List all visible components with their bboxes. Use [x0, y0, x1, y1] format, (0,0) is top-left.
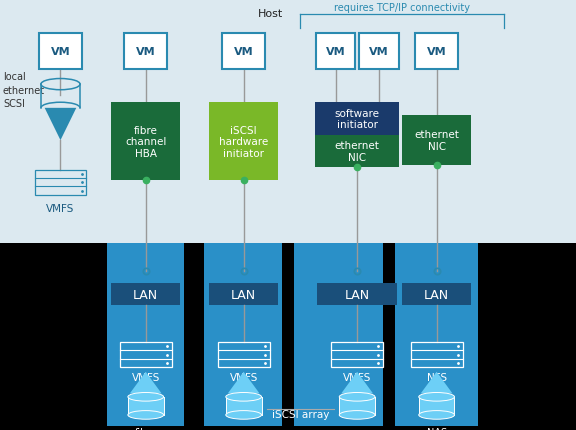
Bar [411, 342, 463, 367]
FancyBboxPatch shape [111, 103, 180, 181]
FancyBboxPatch shape [402, 283, 471, 306]
Bar [331, 342, 383, 367]
Ellipse shape [419, 393, 454, 401]
Text: VMFS: VMFS [229, 372, 258, 382]
Ellipse shape [419, 411, 454, 419]
Text: VM: VM [326, 47, 346, 57]
Ellipse shape [339, 393, 375, 401]
Text: LAN: LAN [231, 288, 256, 301]
FancyBboxPatch shape [402, 116, 471, 166]
FancyBboxPatch shape [209, 283, 278, 306]
FancyBboxPatch shape [222, 34, 265, 70]
Text: LAN: LAN [344, 288, 370, 301]
Bar [226, 397, 262, 415]
FancyBboxPatch shape [316, 103, 399, 135]
FancyBboxPatch shape [415, 34, 458, 70]
Text: VM: VM [369, 47, 389, 57]
FancyBboxPatch shape [395, 243, 478, 426]
Polygon shape [341, 372, 373, 393]
Bar [120, 342, 172, 367]
Polygon shape [228, 372, 259, 393]
Text: Host: Host [258, 9, 283, 19]
Text: fibre
channel
HBA: fibre channel HBA [125, 125, 166, 159]
Text: fibre
array: fibre array [133, 427, 158, 430]
Text: iSCSI
hardware
initiator: iSCSI hardware initiator [219, 125, 268, 159]
FancyBboxPatch shape [316, 135, 399, 168]
FancyBboxPatch shape [204, 243, 282, 426]
Text: ethernet
NIC: ethernet NIC [414, 130, 459, 152]
Bar [339, 397, 375, 415]
FancyBboxPatch shape [316, 34, 355, 70]
Text: local
ethernet
SCSI: local ethernet SCSI [3, 72, 45, 108]
Ellipse shape [226, 393, 262, 401]
Text: VM: VM [427, 47, 446, 57]
Text: NFS: NFS [427, 372, 446, 382]
FancyBboxPatch shape [0, 0, 576, 243]
FancyBboxPatch shape [209, 103, 278, 181]
Text: ethernet
NIC: ethernet NIC [335, 141, 380, 163]
Ellipse shape [128, 393, 164, 401]
FancyBboxPatch shape [317, 283, 397, 306]
Text: iSCSI array: iSCSI array [272, 409, 329, 419]
Text: NAS
appliance: NAS appliance [413, 427, 460, 430]
FancyBboxPatch shape [111, 283, 180, 306]
FancyBboxPatch shape [124, 34, 167, 70]
Bar [35, 170, 86, 195]
Ellipse shape [339, 411, 375, 419]
FancyBboxPatch shape [107, 243, 184, 426]
Text: software
initiator: software initiator [335, 108, 380, 130]
Ellipse shape [128, 411, 164, 419]
Text: LAN: LAN [424, 288, 449, 301]
Text: VMFS: VMFS [131, 372, 160, 382]
Polygon shape [420, 372, 452, 393]
Text: VM: VM [136, 47, 156, 57]
Text: VM: VM [51, 47, 70, 57]
Polygon shape [130, 372, 161, 393]
FancyBboxPatch shape [359, 34, 399, 70]
Text: LAN: LAN [133, 288, 158, 301]
FancyBboxPatch shape [294, 243, 383, 426]
Text: VMFS: VMFS [46, 203, 75, 213]
Bar [128, 397, 164, 415]
Ellipse shape [226, 411, 262, 419]
Text: requires TCP/IP connectivity: requires TCP/IP connectivity [334, 3, 470, 13]
FancyBboxPatch shape [39, 34, 82, 70]
Bar [419, 397, 454, 415]
Text: VM: VM [234, 47, 253, 57]
Bar [218, 342, 270, 367]
Polygon shape [45, 108, 76, 141]
Text: VMFS: VMFS [343, 372, 372, 382]
